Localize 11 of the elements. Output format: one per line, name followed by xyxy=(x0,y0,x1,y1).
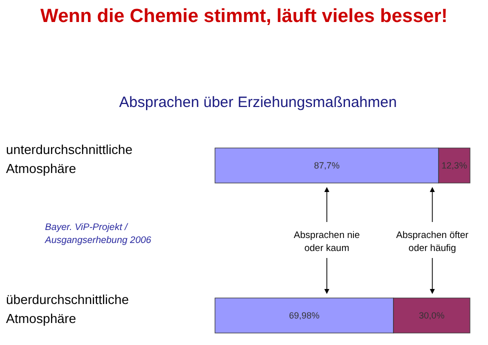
text: Absprachen öfter oder häufig xyxy=(396,230,468,254)
data-label: 12,3% xyxy=(442,160,468,170)
text: Absprachen nie oder kaum xyxy=(294,230,360,254)
y-tick-label: überdurchschnittliche Atmosphäre xyxy=(6,292,129,326)
y-tick-label: unterdurchschnittliche Atmosphäre xyxy=(6,142,132,176)
text: Bayer. ViP-Projekt / Ausgangserhebung 2006 xyxy=(44,222,152,246)
chart-title: Wenn die Chemie stimmt, läuft vieles besser! xyxy=(40,6,448,27)
data-label: 30,0% xyxy=(418,310,444,320)
data-label: 69,98% xyxy=(288,310,320,320)
text: Absprachen über Erziehungsmaßnahmen xyxy=(119,94,397,111)
data-label: 87,7% xyxy=(314,160,340,170)
